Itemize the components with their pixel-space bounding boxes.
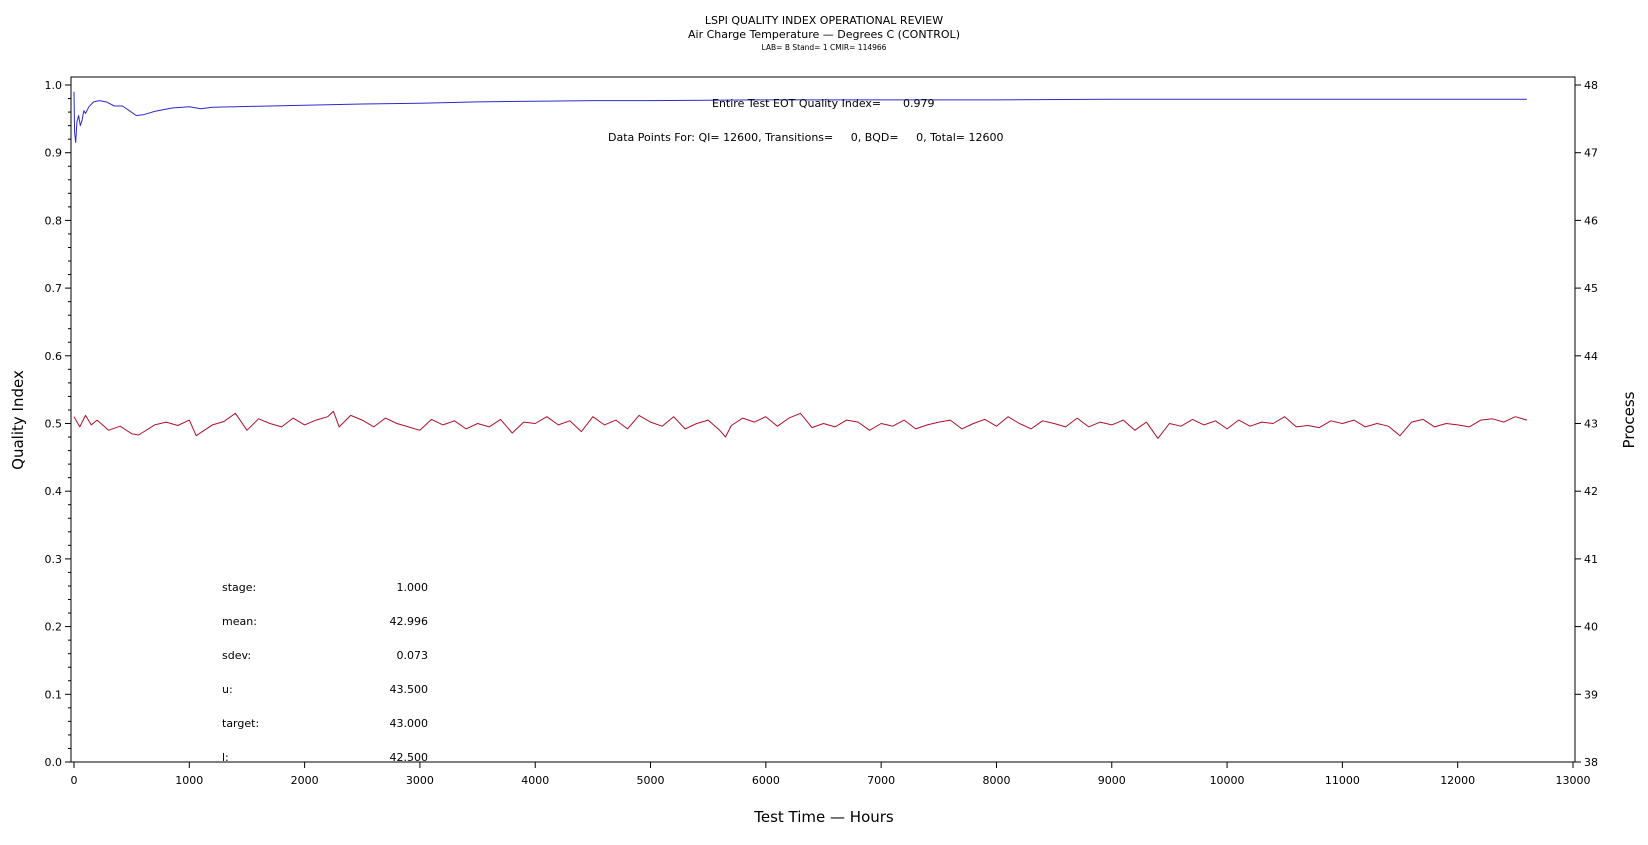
y2-axis-title: Process xyxy=(1620,391,1638,448)
x-tick-label: 4000 xyxy=(521,774,549,787)
y-tick-label: 0.8 xyxy=(45,214,63,227)
x-tick-label: 0 xyxy=(71,774,78,787)
y-axis-title: Quality Index xyxy=(9,370,27,470)
x-tick-label: 13000 xyxy=(1556,774,1591,787)
x-tick-label: 12000 xyxy=(1440,774,1475,787)
x-tick-label: 6000 xyxy=(752,774,780,787)
stat-value: 42.996 xyxy=(390,615,429,628)
plot-frame xyxy=(70,76,1576,763)
x-tick-label: 7000 xyxy=(867,774,895,787)
stat-label: mean: xyxy=(222,615,257,628)
x-tick-label: 9000 xyxy=(1098,774,1126,787)
y-tick-label: 0.3 xyxy=(45,553,63,566)
eot-quality-value: 0.979 xyxy=(903,97,935,110)
stat-label: sdev: xyxy=(222,649,251,662)
y2-tick-label: 45 xyxy=(1584,282,1598,295)
stats-panel: stage: 1.000 mean: 42.996 sdev: 0.073 u: 43.500… xyxy=(222,581,428,764)
eot-quality-label: Entire Test EOT Quality Index= xyxy=(712,97,881,110)
stat-label: l: xyxy=(222,751,229,764)
y2-tick-label: 41 xyxy=(1584,553,1598,566)
y-tick-label: 0.1 xyxy=(45,688,63,701)
y-tick-label: 0.0 xyxy=(45,756,63,769)
y-tick-label: 0.9 xyxy=(45,147,63,160)
quality-index-line xyxy=(73,91,1527,143)
y2-tick-label: 38 xyxy=(1584,756,1598,769)
stat-value: 0.073 xyxy=(397,649,429,662)
y2-tick-label: 44 xyxy=(1584,350,1598,363)
stat-value: 1.000 xyxy=(397,581,429,594)
y-tick-label: 0.5 xyxy=(45,418,63,431)
y2-tick-label: 39 xyxy=(1584,688,1598,701)
y2-tick-label: 47 xyxy=(1584,147,1598,160)
stat-label: u: xyxy=(222,683,233,696)
stat-label: target: xyxy=(222,717,259,730)
y2-tick-label: 40 xyxy=(1584,621,1598,634)
stat-value: 42.500 xyxy=(390,751,429,764)
y2-tick-label: 46 xyxy=(1584,214,1598,227)
data-points-summary: Data Points For: QI= 12600, Transitions=… xyxy=(608,131,1003,144)
y2-tick-label: 43 xyxy=(1584,418,1598,431)
x-tick-label: 10000 xyxy=(1210,774,1245,787)
chart-title: LSPI QUALITY INDEX OPERATIONAL REVIEW xyxy=(704,14,944,27)
chart-subtitle: Air Charge Temperature — Degrees C (CONT… xyxy=(688,28,960,41)
x-tick-label: 11000 xyxy=(1325,774,1360,787)
x-tick-label: 3000 xyxy=(406,774,434,787)
y-tick-label: 0.7 xyxy=(45,282,63,295)
y-tick-label: 0.6 xyxy=(45,350,63,363)
x-tick-label: 2000 xyxy=(291,774,319,787)
y-tick-label: 1.0 xyxy=(45,79,63,92)
y-tick-label: 0.4 xyxy=(45,485,63,498)
lab-info: LAB= B Stand= 1 CMIR= 114966 xyxy=(761,43,887,52)
x-axis-title: Test Time — Hours xyxy=(753,808,894,826)
stat-value: 43.000 xyxy=(390,717,429,730)
y-tick-label: 0.2 xyxy=(45,621,63,634)
process-line xyxy=(73,410,1528,439)
x-tick-label: 1000 xyxy=(175,774,203,787)
x-tick-label: 8000 xyxy=(982,774,1010,787)
y2-tick-label: 48 xyxy=(1584,79,1598,92)
stat-label: stage: xyxy=(222,581,256,594)
x-tick-label: 5000 xyxy=(637,774,665,787)
y2-tick-label: 42 xyxy=(1584,485,1598,498)
stat-value: 43.500 xyxy=(390,683,429,696)
